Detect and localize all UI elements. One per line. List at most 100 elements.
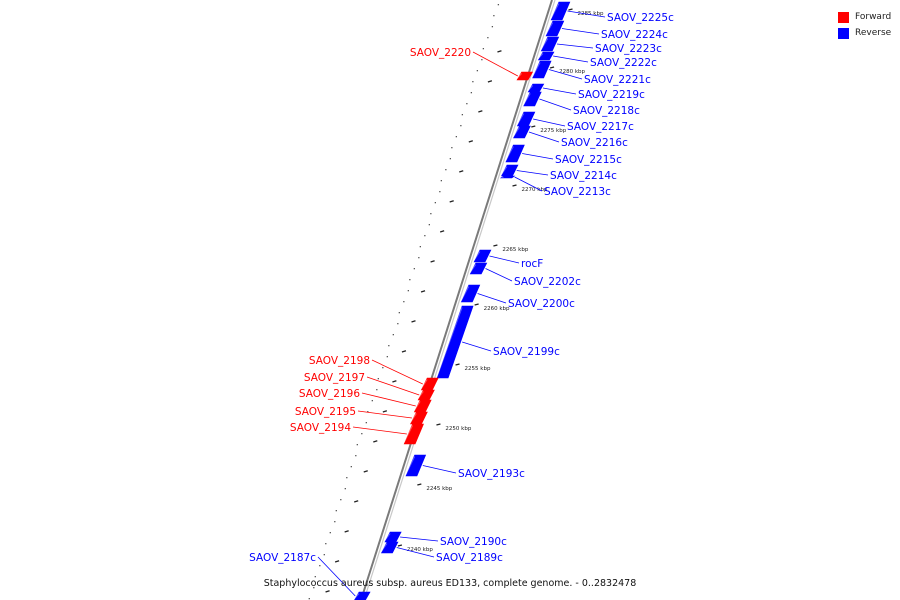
leader-saov-2189c	[396, 547, 435, 558]
minor-tick-dash	[334, 560, 340, 563]
minor-tick-dash	[401, 350, 407, 353]
gene-block-highlight	[513, 127, 520, 137]
minor-tick-dot	[472, 81, 474, 83]
gene-block-highlight	[550, 3, 560, 19]
minor-tick-dot	[413, 268, 415, 270]
major-tick	[436, 423, 441, 426]
minor-tick-dot	[481, 59, 483, 61]
minor-tick-dash	[344, 530, 349, 533]
minor-tick-dot	[428, 224, 430, 226]
gene-label-saov-2189c: SAOV_2189c	[436, 552, 503, 564]
minor-tick-dash	[487, 80, 493, 83]
leader-saov-2194	[352, 426, 407, 435]
major-tick	[549, 66, 555, 69]
gene-label-saov-2187c: SAOV_2187c	[249, 552, 316, 564]
minor-tick-dot	[361, 433, 363, 435]
gene-block-highlight	[436, 307, 463, 377]
minor-tick-dot	[344, 488, 346, 490]
major-tick	[531, 125, 536, 128]
leader-saov-2219c	[542, 87, 577, 95]
minor-tick-dot	[350, 466, 352, 468]
minor-tick-dot	[470, 92, 473, 94]
gene-block-highlight	[505, 146, 514, 161]
major-tick	[493, 244, 498, 247]
gene-block-highlight	[516, 113, 525, 125]
gene-label-saov-2221c: SAOV_2221c	[584, 74, 651, 86]
minor-tick-dash	[363, 470, 368, 473]
gene-block-highlight	[523, 93, 531, 105]
gene-block-saov-2215c	[505, 144, 525, 163]
leader-saov-2214c	[516, 170, 549, 176]
gene-block-highlight	[381, 543, 388, 552]
minor-tick-dot	[355, 455, 357, 457]
gene-block-saov-2200c	[460, 284, 481, 303]
legend-item-forward: Forward	[838, 9, 891, 25]
minor-tick-dot	[392, 334, 394, 336]
leader-saov-2200c	[477, 293, 507, 304]
gene-label-saov-2225c: SAOV_2225c	[607, 12, 674, 24]
gene-labels: SAOV_2225c SAOV_2224c SAOV_2223c SAOV_2222c…	[249, 12, 674, 564]
gene-label-saov-2213c: SAOV_2213c	[544, 186, 611, 198]
gene-label-saov-2196: SAOV_2196	[299, 388, 360, 400]
minor-tick-dot	[386, 356, 388, 358]
minor-tick-dot	[449, 158, 452, 160]
major-tick	[397, 544, 403, 547]
tick-label-2280-kbp: 2280 kbp	[559, 69, 585, 75]
gene-block-saov-2221c	[532, 60, 552, 79]
minor-tick-dot	[334, 521, 336, 523]
reverse-swatch	[838, 27, 849, 39]
major-tick	[568, 8, 573, 11]
gene-label-saov-2198: SAOV_2198	[309, 355, 370, 367]
minor-tick-dot	[388, 345, 390, 347]
gene-label-saov-2215c: SAOV_2215c	[555, 154, 622, 166]
minor-tick-dot	[419, 246, 421, 248]
gene-block-saov-2202c	[469, 262, 488, 275]
minor-tick-dash	[373, 440, 378, 443]
major-tick	[474, 303, 479, 306]
gene-block-highlight	[516, 73, 522, 79]
gene-label-saov-2218c: SAOV_2218c	[573, 105, 640, 117]
minor-tick-dot	[325, 543, 327, 545]
minor-tick-dot	[476, 70, 479, 72]
minor-tick-dot	[398, 312, 400, 314]
minor-tick-dot	[313, 587, 315, 589]
minor-tick-dot	[491, 26, 494, 28]
gene-block-saov-2187c	[354, 591, 371, 600]
gene-block-highlight	[538, 53, 544, 59]
minor-tick-dash	[497, 50, 502, 53]
minor-tick-dot	[335, 510, 337, 512]
tick-label-2275-kbp: 2275 kbp	[540, 128, 566, 134]
gene-block-saov-2189c	[380, 541, 399, 554]
tick-label-2285-kbp: 2285 kbp	[578, 11, 604, 17]
label-leaders	[317, 10, 606, 597]
leader-saov-2195	[357, 410, 412, 419]
minor-tick-dot	[493, 15, 495, 17]
minor-tick-dot	[460, 125, 462, 127]
gene-block-saov-2194	[403, 423, 424, 445]
minor-tick-dot	[424, 235, 426, 237]
minor-tick-dot	[319, 565, 321, 567]
minor-tick-dot	[445, 169, 447, 171]
minor-tick-dot	[314, 576, 316, 578]
minor-tick-dot	[487, 37, 489, 39]
leader-saov-2217c	[533, 118, 566, 127]
minor-tick-dot	[308, 598, 310, 600]
gene-label-rocf: rocF	[521, 258, 543, 270]
tick-label-2260-kbp: 2260 kbp	[484, 306, 510, 312]
gene-block-highlight	[545, 22, 554, 35]
leader-saov-2198	[371, 359, 423, 385]
leader-saov-2222c	[553, 55, 589, 63]
tick-label-2270-kbp: 2270 kbp	[522, 187, 548, 193]
minor-tick-dot	[371, 400, 373, 402]
gene-label-saov-2190c: SAOV_2190c	[440, 536, 507, 548]
forward-swatch	[838, 11, 849, 23]
gene-label-saov-2197: SAOV_2197	[304, 372, 365, 384]
gene-block-highlight	[405, 456, 416, 475]
gene-block-highlight	[469, 264, 477, 273]
minor-tick-dash	[411, 320, 416, 323]
legend-item-reverse: Reverse	[838, 25, 891, 41]
major-tick	[512, 184, 517, 187]
minor-tick-dash	[420, 290, 426, 293]
leader-saov-2202c	[485, 268, 513, 282]
